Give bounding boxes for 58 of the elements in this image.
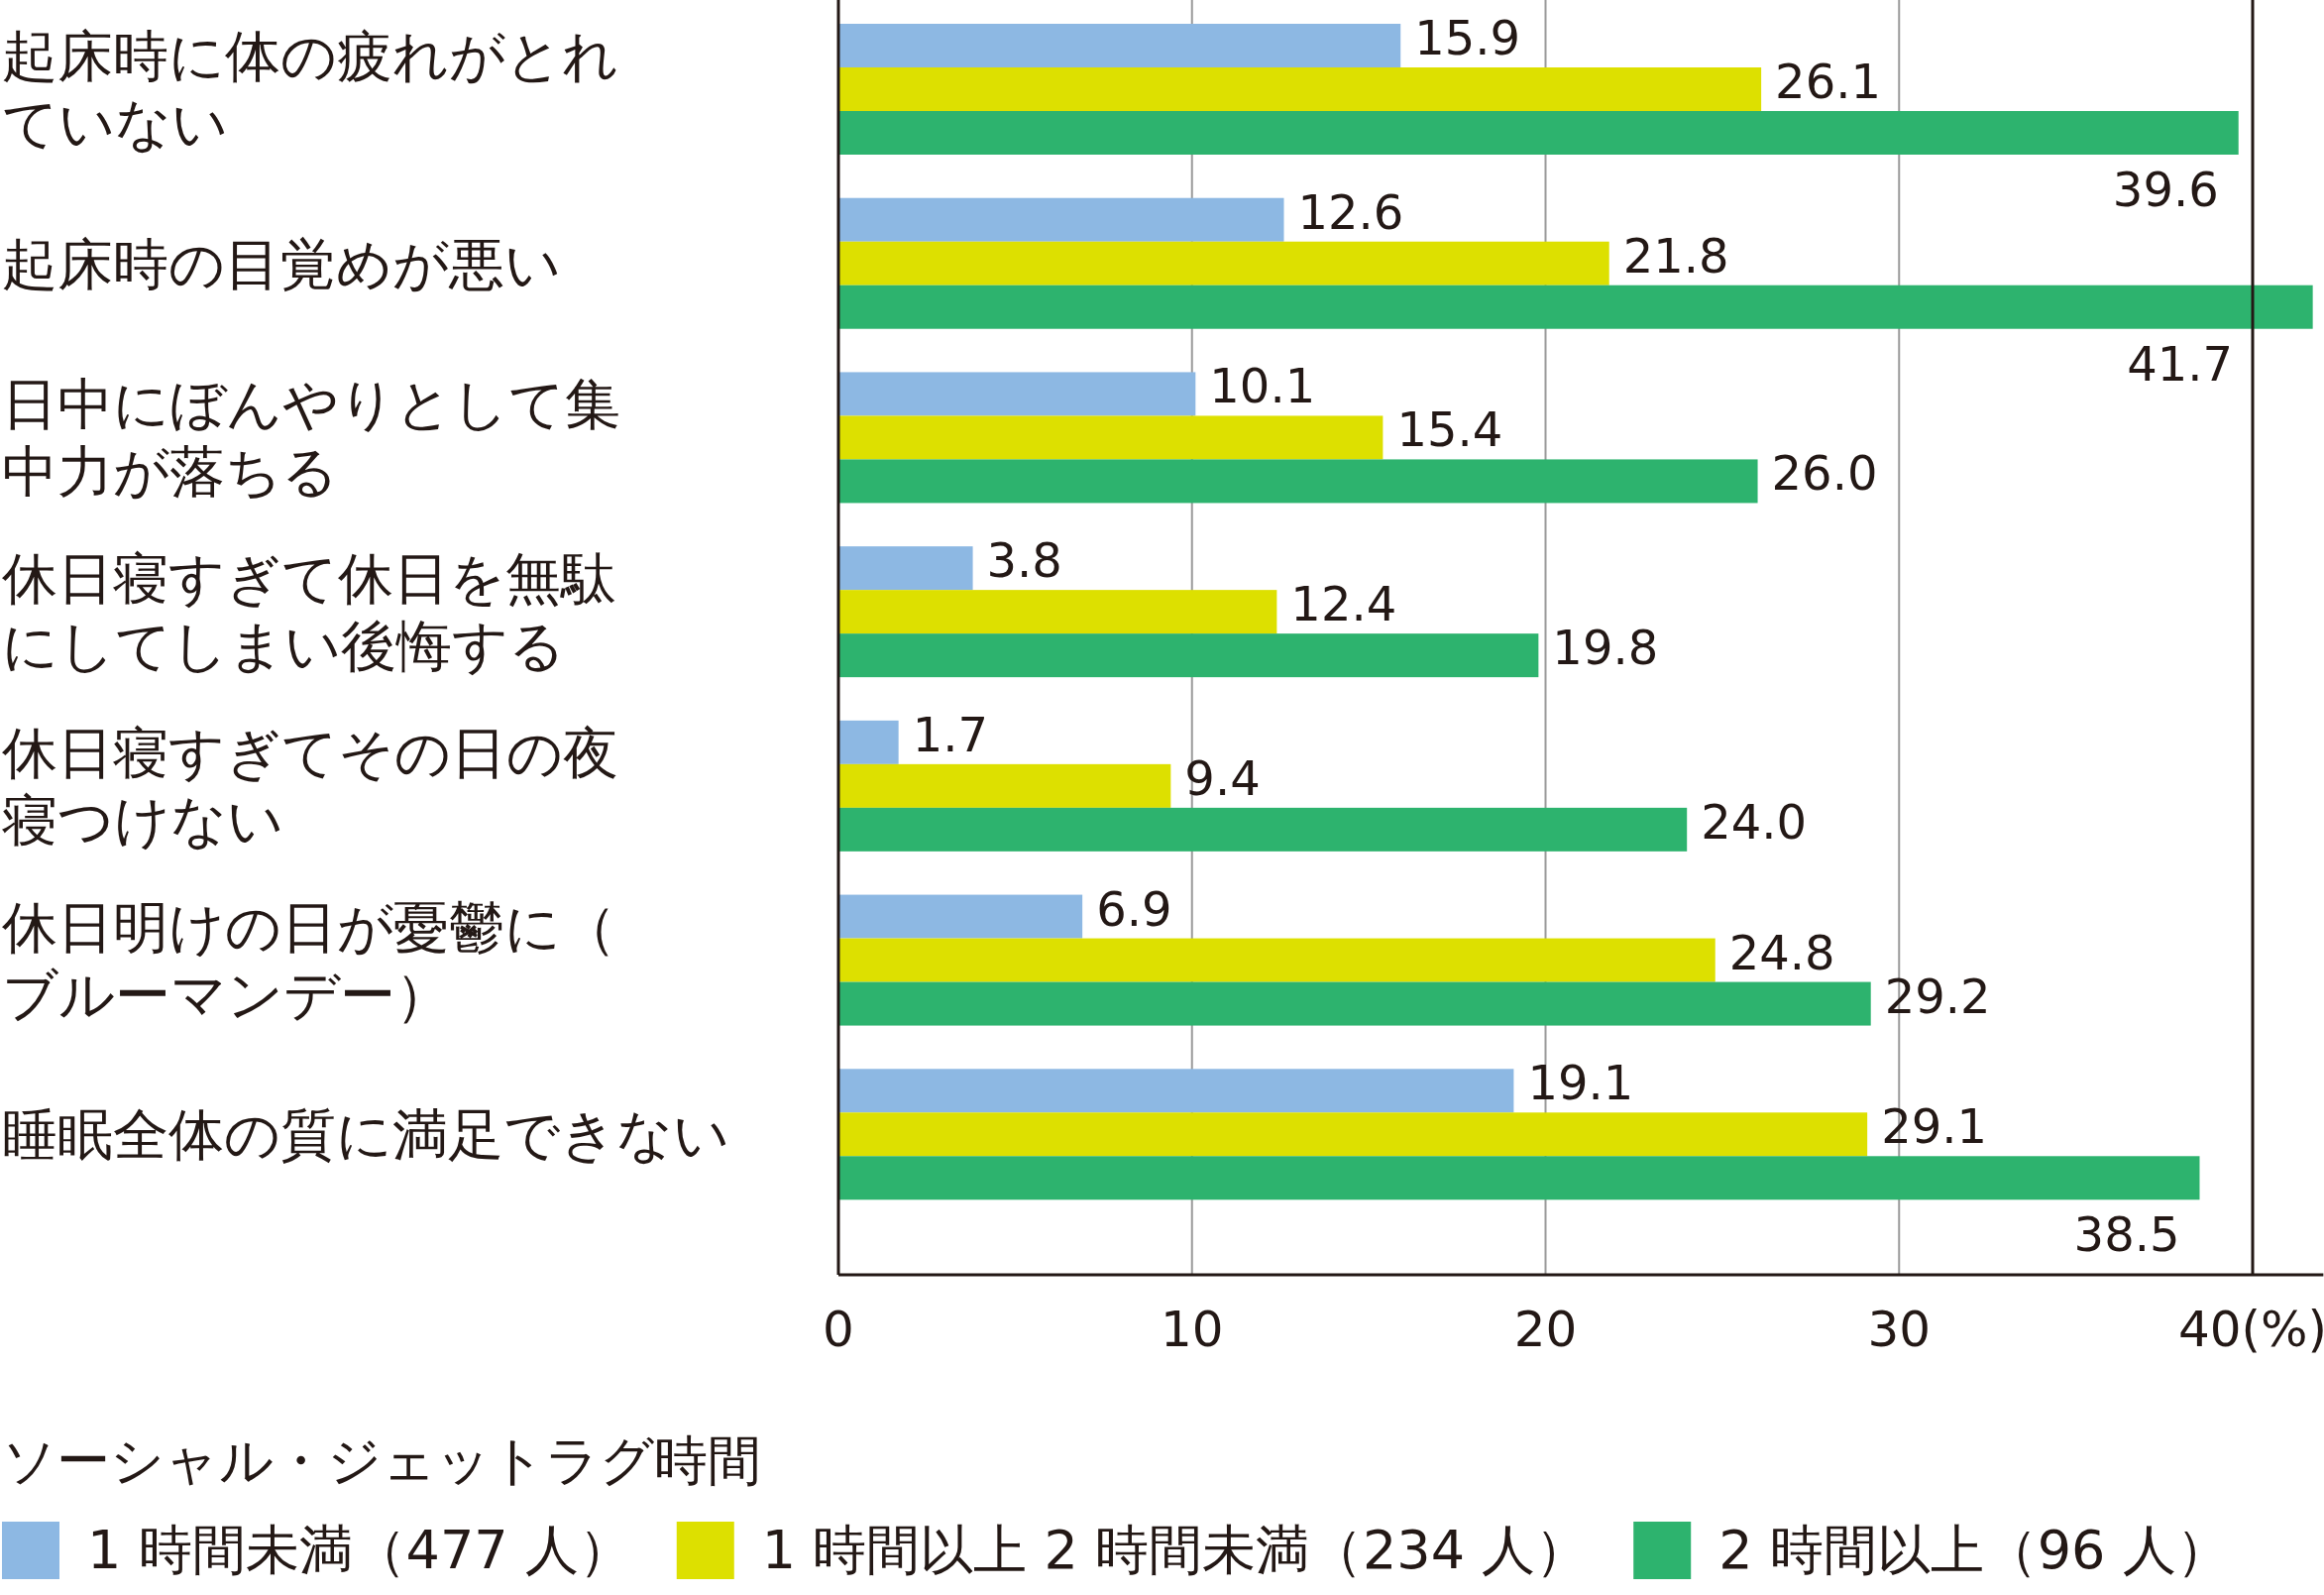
bar	[838, 241, 1609, 285]
x-tick-label: 40(%)	[2177, 1301, 2324, 1358]
y-tick-label: 日中にぼんやりとして集中力が落ちる	[2, 372, 620, 505]
bar	[838, 24, 1401, 67]
bar	[838, 546, 973, 591]
y-tick-label: 休日明けの日が憂鬱に（ブルーマンデー）	[2, 894, 616, 1027]
y-tick-label: 起床時の目覚めが悪い	[2, 231, 561, 296]
bar	[838, 763, 1171, 808]
data-label: 15.4	[1396, 401, 1503, 458]
legend-label: 2 時間以上（96 人）	[1718, 1519, 2230, 1581]
y-tick-label: 起床時に体の疲れがとれていない	[2, 24, 618, 156]
x-tick-label: 30	[1867, 1301, 1932, 1358]
bar	[838, 415, 1383, 460]
bar	[838, 1156, 2200, 1200]
data-label: 3.8	[986, 532, 1062, 589]
legend-label: 1 時間未満（477 人）	[87, 1519, 632, 1581]
bar	[838, 894, 1083, 939]
y-tick-label: 睡眠全体の質に満足できない	[2, 1102, 729, 1168]
bar	[838, 590, 1277, 634]
data-label: 10.1	[1209, 358, 1316, 414]
data-label: 19.8	[1552, 620, 1659, 676]
data-label: 24.8	[1728, 924, 1835, 980]
data-label: 12.6	[1297, 183, 1404, 240]
data-label: 15.9	[1414, 10, 1521, 65]
data-label: 12.4	[1290, 576, 1397, 632]
bar	[838, 938, 1715, 982]
legend-title: ソーシャル・ジェットラグ時間	[2, 1429, 761, 1492]
x-tick-label: 10	[1160, 1301, 1224, 1358]
bar	[838, 1069, 1514, 1113]
bar	[838, 197, 1284, 242]
bar	[838, 720, 899, 764]
data-label: 29.2	[1884, 968, 1991, 1024]
data-label: 38.5	[2073, 1206, 2180, 1263]
legend-label: 1 時間以上 2 時間未満（234 人）	[761, 1519, 1590, 1581]
data-label: 6.9	[1096, 880, 1172, 937]
y-tick-label: 休日寝すぎてその日の夜寝つけない	[2, 720, 618, 853]
bar	[838, 459, 1758, 504]
bar	[838, 1112, 1868, 1157]
bar	[838, 981, 1871, 1026]
data-label: 21.8	[1622, 227, 1729, 284]
data-label: 41.7	[2127, 335, 2233, 392]
bar	[838, 372, 1196, 416]
data-label: 1.7	[912, 706, 988, 762]
data-label: 26.0	[1771, 445, 1878, 502]
bar	[838, 285, 2313, 329]
x-tick-label: 20	[1513, 1301, 1578, 1358]
x-tick-label: 0	[823, 1301, 854, 1358]
data-label: 39.6	[2112, 162, 2219, 217]
bar	[838, 807, 1688, 852]
bar	[838, 633, 1539, 678]
data-label: 29.1	[1881, 1098, 1988, 1155]
bar	[838, 67, 1762, 111]
data-label: 26.1	[1775, 54, 1881, 109]
data-label: 19.1	[1527, 1055, 1634, 1111]
data-label: 9.4	[1184, 749, 1261, 806]
y-tick-label: 休日寝すぎて休日を無駄にしてしまい後悔する	[2, 546, 616, 679]
data-label: 24.0	[1701, 793, 1808, 850]
bar	[838, 111, 2239, 155]
